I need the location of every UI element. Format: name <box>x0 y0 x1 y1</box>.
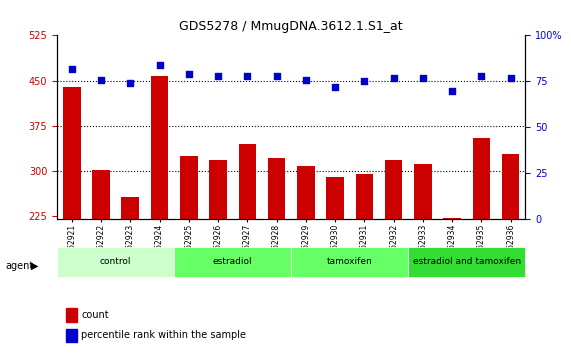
Bar <box>408 247 525 277</box>
Text: tamoxifen: tamoxifen <box>327 257 373 267</box>
Title: GDS5278 / MmugDNA.3612.1.S1_at: GDS5278 / MmugDNA.3612.1.S1_at <box>179 20 403 33</box>
Bar <box>174 247 291 277</box>
Point <box>67 66 77 72</box>
Text: estradiol and tamoxifen: estradiol and tamoxifen <box>413 257 521 267</box>
Bar <box>66 308 77 321</box>
Bar <box>356 173 373 352</box>
Point <box>126 80 135 86</box>
Point <box>272 73 281 79</box>
Point <box>506 75 515 81</box>
Text: count: count <box>82 310 109 320</box>
Bar <box>209 160 227 352</box>
Point <box>389 75 398 81</box>
Bar <box>63 87 81 352</box>
Bar <box>180 156 198 352</box>
Bar <box>291 247 408 277</box>
Point <box>155 62 164 68</box>
Point <box>184 71 194 77</box>
Bar <box>268 158 286 352</box>
Point <box>477 73 486 79</box>
Bar <box>297 166 315 352</box>
Point <box>243 73 252 79</box>
Bar <box>93 170 110 352</box>
Point <box>301 77 311 82</box>
Bar <box>239 144 256 352</box>
Point <box>360 79 369 84</box>
Text: control: control <box>100 257 131 267</box>
Bar <box>326 177 344 352</box>
Bar <box>385 160 403 352</box>
Point <box>419 75 428 81</box>
Text: percentile rank within the sample: percentile rank within the sample <box>82 330 247 341</box>
Text: estradiol: estradiol <box>213 257 252 267</box>
Point <box>331 84 340 90</box>
Bar <box>151 76 168 352</box>
Bar <box>122 196 139 352</box>
Point <box>448 88 457 93</box>
Bar <box>414 164 432 352</box>
Text: ▶: ▶ <box>31 261 39 271</box>
Bar <box>473 138 490 352</box>
Text: agent: agent <box>6 261 34 271</box>
Bar <box>57 247 174 277</box>
Bar <box>502 154 520 352</box>
Bar <box>66 329 77 342</box>
Point <box>96 77 106 82</box>
Bar <box>443 218 461 352</box>
Point <box>214 73 223 79</box>
